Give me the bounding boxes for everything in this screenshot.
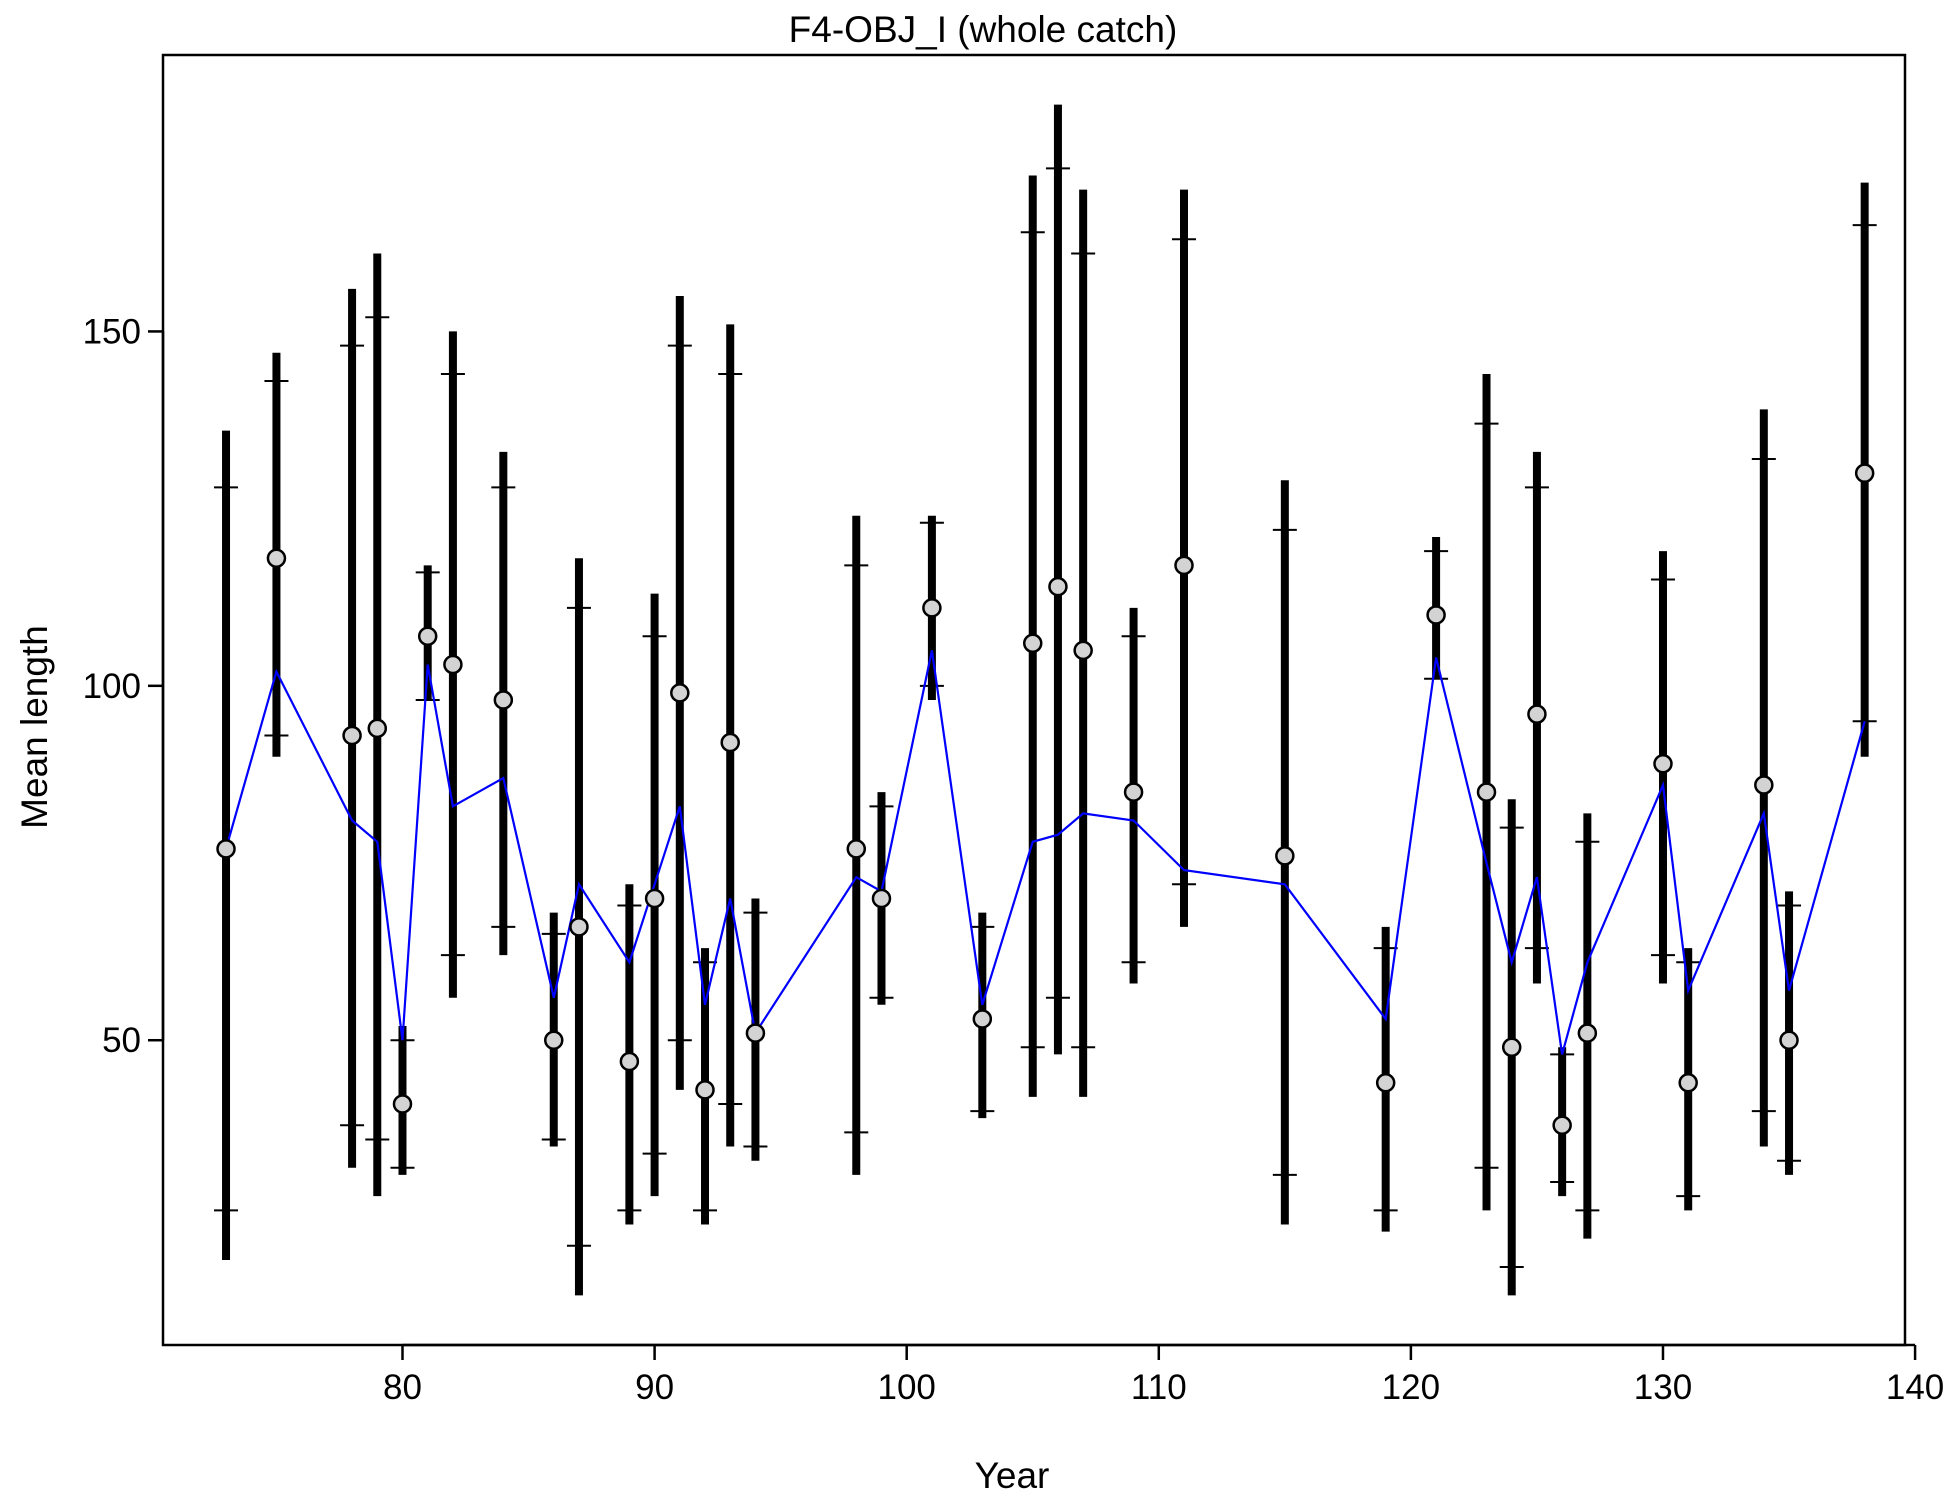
observed-point (1022, 633, 1043, 654)
observed-point (443, 654, 463, 675)
y-tick-label: 150 (83, 312, 141, 351)
observed-point (922, 598, 942, 618)
x-tick-label: 80 (383, 1368, 422, 1407)
observed-point (1779, 1030, 1799, 1050)
observed-point (367, 718, 388, 739)
x-tick-label: 120 (1382, 1368, 1440, 1407)
observed-point (1653, 754, 1673, 774)
observed-points (216, 463, 1875, 1136)
observed-point (1073, 640, 1093, 661)
observed-point (417, 626, 438, 646)
x-axis-label: Year (975, 1455, 1050, 1496)
observed-point (1048, 576, 1068, 597)
observed-point (670, 683, 690, 703)
observed-point (392, 1094, 413, 1114)
observed-point (972, 1009, 993, 1029)
observed-point (1754, 775, 1774, 795)
y-tick-label: 50 (102, 1021, 141, 1060)
x-tick-label: 100 (877, 1368, 935, 1407)
observed-point (544, 1030, 564, 1050)
observed-point (266, 548, 287, 568)
observed-point (1678, 1072, 1698, 1093)
observed-point (1577, 1023, 1598, 1043)
observed-point (493, 690, 514, 710)
observed-point (1123, 782, 1144, 802)
observed-point (619, 1051, 640, 1072)
observed-point (1426, 605, 1446, 625)
observed-point (1501, 1037, 1522, 1058)
x-tick-label: 130 (1634, 1368, 1692, 1407)
y-axis: 50 100 150 (83, 312, 165, 1060)
observed-point (1476, 782, 1497, 802)
observed-point (644, 888, 665, 909)
observed-point (720, 732, 740, 753)
expected-series-line (224, 650, 1866, 1055)
observed-point (1174, 555, 1194, 576)
observed-point (569, 917, 589, 937)
observed-point (871, 888, 892, 909)
observed-point (695, 1080, 715, 1100)
x-tick-label: 90 (635, 1368, 674, 1407)
confidence-intervals (214, 104, 1877, 1296)
y-tick-label: 100 (83, 667, 141, 706)
observed-point (1375, 1072, 1396, 1093)
y-axis-label: Mean length (14, 625, 55, 829)
observed-point (1527, 704, 1547, 724)
chart-title: F4-OBJ_I (whole catch) (789, 9, 1178, 50)
x-axis: 80 90 100 110 120 130 140 (383, 1343, 1944, 1407)
observed-point (846, 839, 867, 859)
observed-point (342, 725, 362, 746)
x-tick-label: 140 (1886, 1368, 1944, 1407)
observed-point (1552, 1115, 1572, 1136)
observed-point (1854, 463, 1875, 483)
observed-point (1275, 846, 1295, 866)
observed-point (216, 839, 236, 859)
observed-point (745, 1023, 766, 1043)
x-tick-label: 110 (1131, 1368, 1187, 1407)
